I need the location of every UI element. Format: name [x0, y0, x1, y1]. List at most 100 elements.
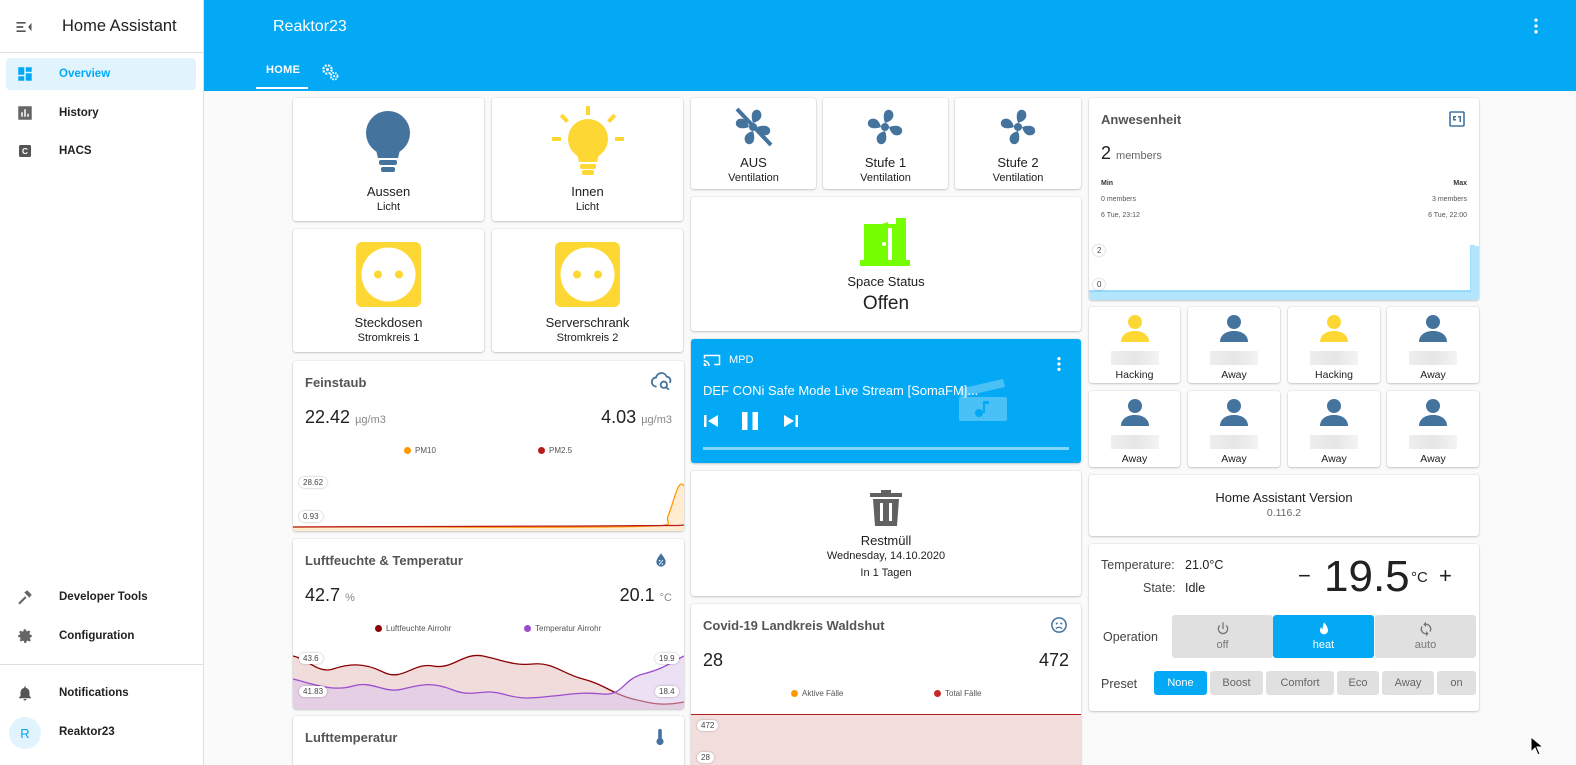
chart-axis-top: 2 [1093, 245, 1106, 256]
sidebar-item-history[interactable]: History [6, 97, 196, 129]
temperature-value: 21.0°C [1185, 558, 1224, 572]
person-card[interactable]: Away [1288, 391, 1380, 467]
sidebar-item-hacs[interactable]: C HACS [6, 135, 196, 167]
sidebar-item-notifications[interactable]: Notifications [6, 677, 196, 709]
avatar[interactable]: R [9, 717, 41, 749]
fan-name: Stufe 1 [864, 155, 907, 170]
user-name[interactable]: Reaktor23 [59, 726, 115, 738]
switch-name: Serverschrank [545, 315, 630, 330]
fan-card-stufe-2[interactable]: Stufe 2 Ventilation [955, 98, 1081, 189]
person-state: Away [1221, 453, 1247, 465]
account-icon [1419, 399, 1447, 426]
light-name: Aussen [366, 184, 411, 199]
person-card[interactable]: Away [1188, 391, 1280, 467]
mode-auto-button[interactable]: auto [1375, 615, 1476, 658]
card-title: Lufttemperatur [305, 730, 398, 745]
max-label: Max [1453, 180, 1467, 187]
presence-count: 2 [1101, 143, 1112, 163]
fan-icon [1000, 109, 1036, 145]
feinstaub-sparkline [293, 483, 684, 531]
media-progress-bar[interactable] [703, 447, 1069, 450]
person-state: Hacking [1115, 369, 1154, 381]
menu-icon[interactable] [14, 17, 34, 42]
mode-off-button[interactable]: off [1172, 615, 1273, 658]
preset-on-button[interactable]: on [1437, 671, 1476, 695]
covid-graph-card[interactable]: Covid-19 Landkreis Waldshut 28 472 Aktiv… [691, 604, 1081, 765]
trash-card[interactable]: Restmüll Wednesday, 14.10.2020 In 1 Tage… [691, 471, 1081, 596]
preset-comfort-button[interactable]: Comfort [1266, 671, 1334, 695]
divider [0, 664, 203, 665]
person-card[interactable]: Away [1188, 307, 1280, 383]
music-video-icon [959, 379, 1007, 421]
sidebar-item-configuration[interactable]: Configuration [6, 620, 196, 652]
person-card[interactable]: Away [1387, 307, 1479, 383]
person-name-redacted [1210, 351, 1258, 365]
person-name-redacted [1111, 351, 1159, 365]
decrease-button[interactable]: − [1298, 563, 1311, 588]
lufttemp-graph-card[interactable]: Lufttemperatur [293, 716, 684, 765]
card-title: Anwesenheit [1101, 112, 1182, 127]
legend-label: Temperatur Airrohr [535, 624, 602, 633]
skip-next-icon[interactable] [783, 413, 799, 434]
person-card[interactable]: Hacking [1089, 307, 1180, 383]
space-state: Offen [862, 293, 910, 314]
trash-name: Restmüll [860, 533, 912, 548]
max-value: 3 members [1431, 196, 1467, 203]
fan-card-aus[interactable]: AUS Ventilation [691, 98, 816, 189]
power-socket-icon [356, 242, 421, 307]
card-title: Luftfeuchte & Temperatur [305, 553, 463, 568]
mode-heat-button[interactable]: heat [1273, 615, 1374, 658]
media-more-icon[interactable] [1053, 355, 1065, 378]
preset-label: Preset [1101, 677, 1138, 691]
light-card-aussen[interactable]: Aussen Licht [293, 98, 484, 221]
fan-name: Stufe 2 [997, 155, 1039, 170]
person-card[interactable]: Away [1387, 391, 1479, 467]
switch-card-steckdosen[interactable]: Steckdosen Stromkreis 1 [293, 229, 484, 352]
divider [0, 52, 203, 53]
person-state: Away [1221, 369, 1247, 381]
preset-eco-button[interactable]: Eco [1337, 671, 1379, 695]
preset-none-button[interactable]: None [1154, 671, 1207, 695]
chart-left-max: 43.6 [299, 653, 323, 664]
sidebar-item-developer-tools[interactable]: Developer Tools [6, 581, 196, 613]
total-cases-value: 472 [1038, 650, 1069, 670]
presence-graph-card[interactable]: Anwesenheit 2 members Min Max 0 members … [1089, 98, 1479, 300]
switch-card-serverschrank[interactable]: Serverschrank Stromkreis 2 [492, 229, 683, 352]
space-status-card[interactable]: Space Status Offen [691, 197, 1081, 331]
preset-away-button[interactable]: Away [1382, 671, 1434, 695]
gear-icon [18, 629, 32, 643]
light-card-innen[interactable]: Innen Licht [492, 98, 683, 221]
person-name-redacted [1409, 435, 1457, 449]
state-value: Idle [1185, 581, 1206, 595]
pause-icon[interactable] [739, 410, 761, 437]
sidebar-item-label: Overview [59, 68, 111, 80]
chart-right-max: 19.9 [655, 653, 679, 664]
more-options-icon[interactable] [1526, 16, 1546, 41]
min-label: Min [1101, 180, 1114, 187]
media-player-card[interactable]: MPD DEF CONi Safe Mode Live Stream [Soma… [691, 339, 1081, 463]
dashboard-icon [18, 67, 32, 81]
fan-name: AUS [740, 155, 767, 170]
temperature-label: Temperature: [1101, 558, 1175, 572]
humidity-graph-card[interactable]: Luftfeuchte & Temperatur 42.7 % 20.1 °C … [293, 539, 684, 709]
humidity-value: 42.7 [305, 585, 341, 605]
power-socket-icon [555, 242, 620, 307]
person-state: Hacking [1315, 369, 1353, 381]
account-icon [1419, 315, 1447, 342]
sidebar-item-overview[interactable]: Overview [6, 58, 196, 90]
chart-axis-bottom: 0 [1093, 279, 1106, 290]
tab-home[interactable]: HOME [266, 64, 301, 76]
version-value: 0.116.2 [1266, 507, 1302, 519]
version-card[interactable]: Home Assistant Version 0.116.2 [1089, 475, 1479, 536]
cast-icon [703, 354, 721, 366]
trash-due: In 1 Tagen [860, 567, 912, 579]
target-temperature: 19.5 [1324, 552, 1410, 601]
feinstaub-graph-card[interactable]: Feinstaub 22.42 µg/m3 4.03 µg/m3 PM10 PM… [293, 361, 684, 531]
preset-boost-button[interactable]: Boost [1210, 671, 1263, 695]
tab-config[interactable] [320, 62, 340, 87]
fan-card-stufe-1[interactable]: Stufe 1 Ventilation [823, 98, 948, 189]
person-card[interactable]: Hacking [1288, 307, 1380, 383]
increase-button[interactable]: + [1439, 563, 1452, 588]
person-card[interactable]: Away [1089, 391, 1180, 467]
skip-previous-icon[interactable] [703, 413, 719, 434]
